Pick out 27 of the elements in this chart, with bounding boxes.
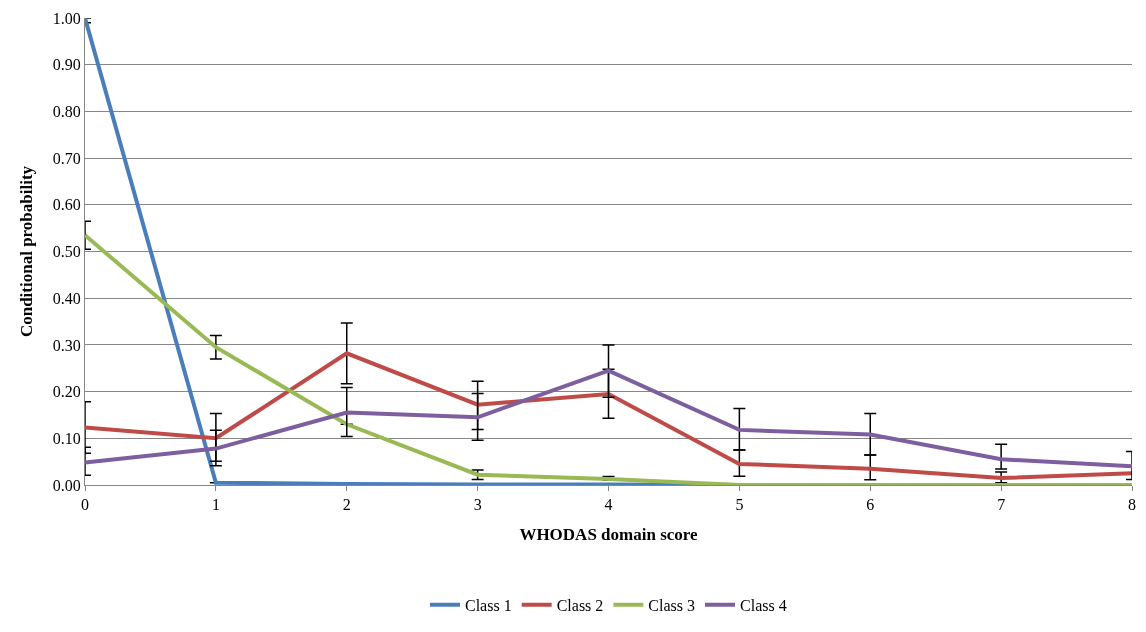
y-tick-label: 0.50 xyxy=(52,243,81,261)
y-axis-title: Conditional probability xyxy=(17,165,37,338)
y-tick-label: 0.80 xyxy=(52,103,81,120)
x-tick-label: 4 xyxy=(604,496,613,514)
x-tick-label: 7 xyxy=(997,496,1006,514)
legend-label: Class 2 xyxy=(556,596,604,614)
x-axis-title: WHODAS domain score xyxy=(519,524,699,544)
x-tick-label: 6 xyxy=(866,496,875,514)
x-tick-label: 3 xyxy=(473,496,482,514)
line-series xyxy=(85,368,1132,469)
y-tick-label: 1.00 xyxy=(52,9,81,27)
y-tick-label: 0.20 xyxy=(52,383,81,401)
y-tick-label: 0.60 xyxy=(52,196,81,214)
x-tick-label: 1 xyxy=(211,496,220,514)
y-tick-label: 0.30 xyxy=(52,336,81,354)
x-tick-label: 2 xyxy=(342,496,351,514)
y-tick-label: 0.00 xyxy=(52,476,81,494)
legend-label: Class 1 xyxy=(465,596,512,614)
x-tick-label: 8 xyxy=(1128,496,1136,514)
x-tick-label: 0 xyxy=(81,496,89,514)
y-tick-label: 0.70 xyxy=(52,149,81,167)
y-tick-label: 0.10 xyxy=(52,429,81,447)
y-tick-label: 0.40 xyxy=(52,289,81,307)
y-tick-label: 0.90 xyxy=(52,56,81,74)
legend-label: Class 4 xyxy=(740,596,787,614)
legend-label: Class 3 xyxy=(648,596,696,614)
x-tick-label: 5 xyxy=(735,496,744,514)
